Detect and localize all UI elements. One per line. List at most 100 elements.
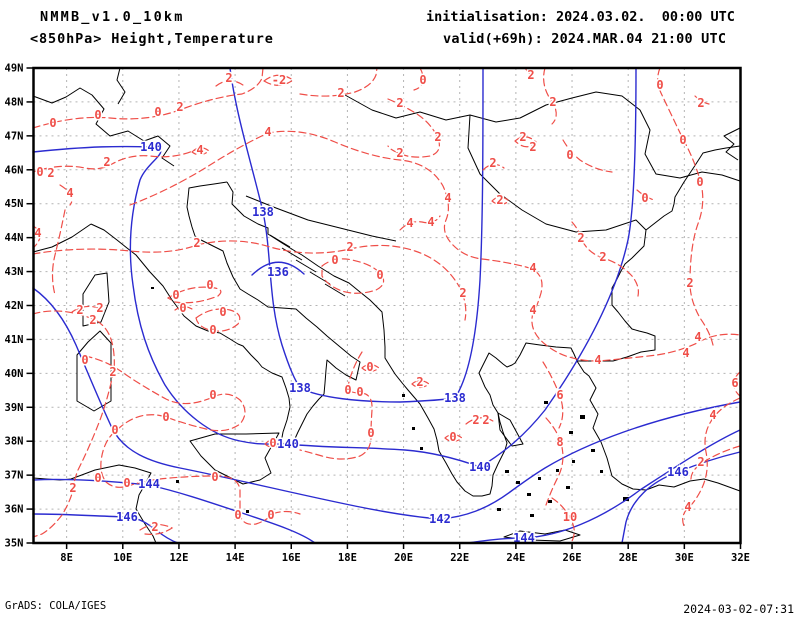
lon-tick-label: 26E	[563, 552, 582, 564]
lon-tick-label: 18E	[338, 552, 357, 564]
height-contour-label: 136	[267, 265, 289, 279]
height-contour-label: 138	[289, 381, 311, 395]
valid-time: valid(+69h): 2024.MAR.04 21:00 UTC	[443, 31, 727, 47]
height-contour-144-west	[32, 478, 316, 544]
coast-turkey-aegean	[576, 360, 741, 492]
temp-contour-label: 2	[472, 413, 479, 427]
temp-contour-label: 4	[66, 186, 73, 200]
lat-tick-label: 44N	[5, 232, 24, 244]
temp-contour-label: 4	[264, 125, 271, 139]
temp-contour-label: 0	[356, 385, 363, 399]
temp-contour-label: 0	[49, 116, 56, 130]
temp-contour-label: 2	[396, 146, 403, 160]
temp-contour-label: 0	[269, 436, 276, 450]
temp-contour-label: 2	[519, 130, 526, 144]
temp-contour-label: 0	[696, 175, 703, 189]
lon-tick-label: 12E	[169, 552, 188, 564]
temp-contour-label: 0	[641, 191, 648, 205]
lat-tick-label: 40N	[5, 368, 24, 380]
temp-contour-label: 2	[577, 231, 584, 245]
lon-tick-label: 8E	[60, 552, 73, 564]
temp-contour-label: 0	[211, 470, 218, 484]
coast-blacksea-liman	[723, 127, 741, 161]
temp-contour-label: 2	[47, 166, 54, 180]
temp-contour-label: 4	[444, 191, 451, 205]
level-variables: <850hPa> Height,Temperature	[30, 31, 274, 47]
axis-labels: 8E 10E 12E 14E 16E 18E 20E 22E 24E 26E 28E 30E 32E 49…	[5, 63, 750, 565]
coast-france-liguria	[32, 223, 92, 253]
height-contour-144-east	[467, 429, 741, 544]
lat-tick-label: 37N	[5, 470, 24, 482]
temp-contour-label: 2	[103, 155, 110, 169]
temp-contour-label: 0	[344, 383, 351, 397]
lon-tick-label: 10E	[113, 552, 132, 564]
lat-tick-label: 36N	[5, 504, 24, 516]
coast-italy	[90, 181, 361, 445]
temp-contour-label: 0	[219, 305, 226, 319]
height-contour-label: 142	[429, 512, 451, 526]
temp-contour-label: 4	[406, 216, 413, 230]
height-contour-136	[251, 261, 305, 276]
islands-dalmatia-1	[269, 234, 291, 248]
temp-contour-label: 4	[34, 226, 41, 240]
temp-contour-label: 6	[731, 376, 738, 390]
temp-contour-label: 0	[267, 508, 274, 522]
temp-contour-label: 0	[331, 253, 338, 267]
height-contour-label: 138	[252, 205, 274, 219]
height-contour-label: 146	[116, 510, 138, 524]
temp-contour-label: 0	[179, 301, 186, 315]
model-title: NMMB_v1.0_10km	[40, 9, 185, 25]
height-contour-label: 140	[140, 140, 162, 154]
temp-contour-label: 8	[556, 435, 563, 449]
lon-tick-label: 28E	[619, 552, 638, 564]
temp-contour-label: 0	[209, 388, 216, 402]
small-islands	[151, 287, 629, 517]
creation-timestamp: 2024-03-02-07:31	[683, 602, 794, 616]
temp-contour-label: 2	[686, 276, 693, 290]
height-contour-146-west	[32, 513, 179, 544]
lat-tick-label: 38N	[5, 436, 24, 448]
lat-tick-label: 43N	[5, 266, 24, 278]
temp-contour-label: 2	[225, 71, 232, 85]
temp-contour-label: 0	[154, 105, 161, 119]
height-contour-138	[229, 67, 484, 403]
border-alps	[32, 87, 175, 167]
temp-contour-label: 2	[151, 520, 158, 534]
temp-contour-label: 4	[694, 330, 701, 344]
lat-tick-label: 42N	[5, 300, 24, 312]
temp-contour-label: 2	[489, 156, 496, 170]
lon-tick-label: 20E	[394, 552, 413, 564]
temp-contour-label: 2	[109, 365, 116, 379]
temp-contour-label: 2	[69, 481, 76, 495]
lat-tick-label: 35N	[5, 538, 24, 550]
temp-contour-label: 2	[396, 96, 403, 110]
temp-contour-label: 0	[679, 133, 686, 147]
temp-contour-label: 0	[206, 278, 213, 292]
temp-contour-label: 0	[367, 426, 374, 440]
height-contour-140	[32, 67, 637, 468]
temp-contour-label: 0	[449, 430, 456, 444]
lon-tick-label: 16E	[282, 552, 301, 564]
height-contour-label: 144	[138, 477, 160, 491]
border-danube-north	[344, 91, 741, 182]
temp-contour-label: 4	[682, 346, 689, 360]
height-contour-label: 138	[444, 391, 466, 405]
temp-contour-label: 0	[234, 508, 241, 522]
height-contour-label: 140	[469, 460, 491, 474]
temp-contour-label: 4	[529, 303, 536, 317]
temp-contour-label: 2	[434, 130, 441, 144]
island-sicily	[189, 432, 280, 485]
lat-tick-label: 41N	[5, 334, 24, 346]
islands-dalmatia-5	[324, 283, 346, 297]
lat-tick-label: 48N	[5, 96, 24, 108]
temperature-contours	[32, 67, 741, 544]
temp-contour-label: 2	[459, 286, 466, 300]
grads-credit: GrADS: COLA/IGES	[5, 600, 107, 612]
temp-contour-label: 2	[496, 193, 503, 207]
temp-contour-label: 2	[346, 240, 353, 254]
temp-contour-label: 0	[172, 288, 179, 302]
height-contour-label: 140	[277, 437, 299, 451]
height-contours	[32, 67, 741, 544]
